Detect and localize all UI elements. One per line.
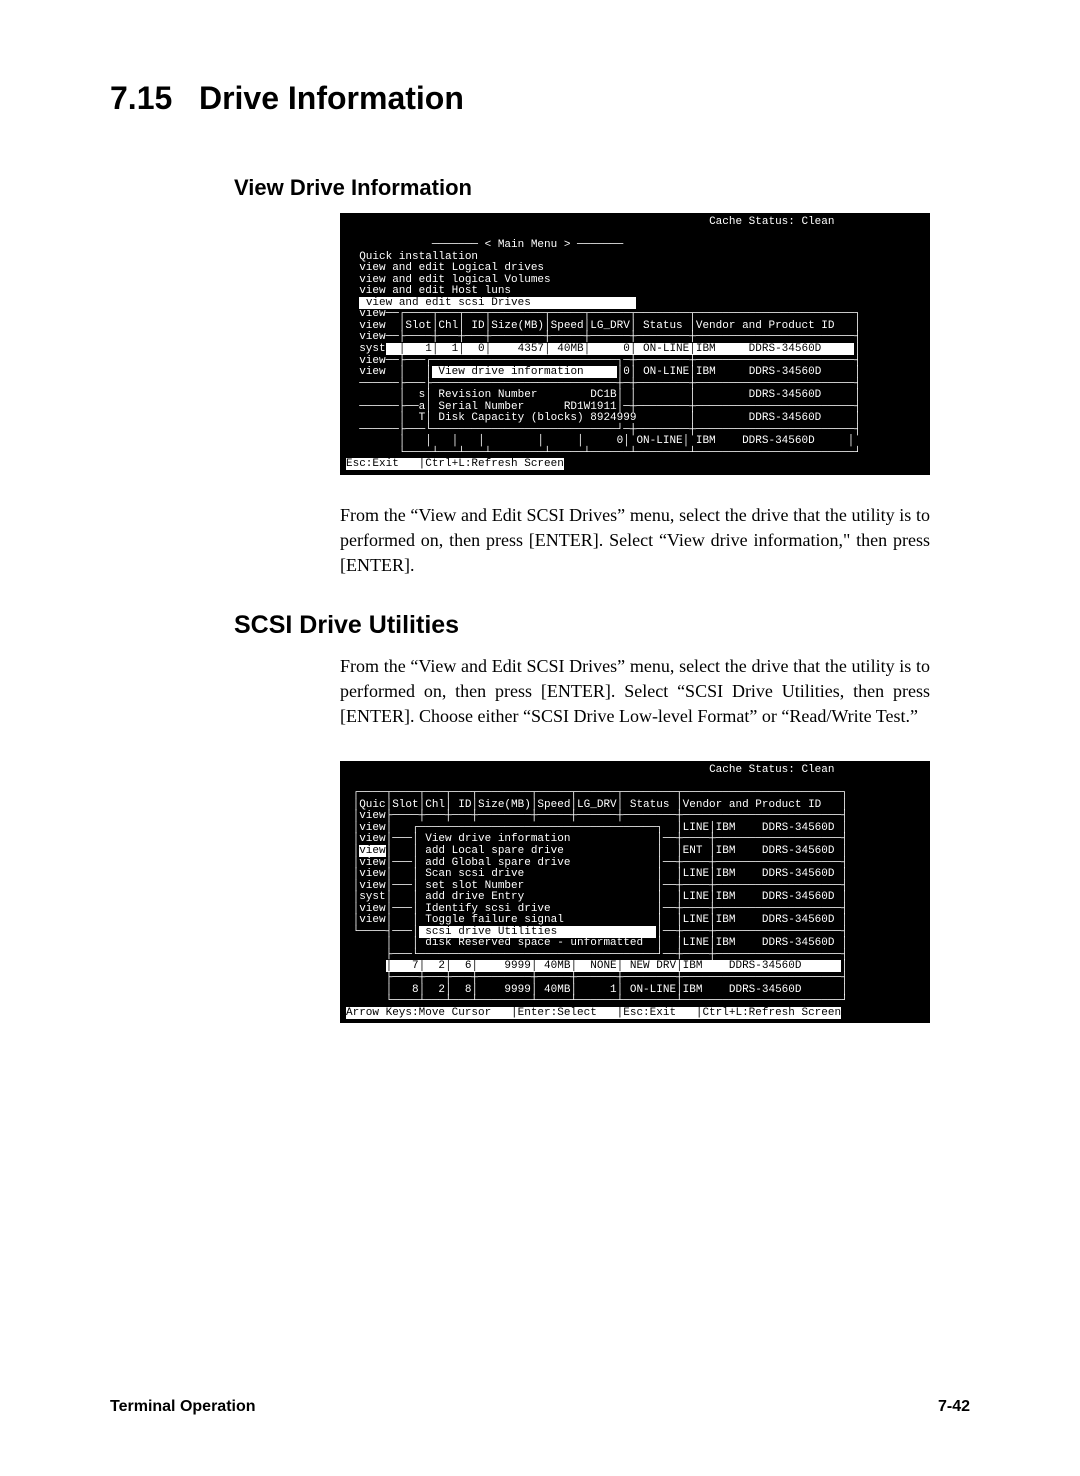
menu-item-selected: view and edit scsi Drives: [359, 297, 636, 309]
subheading-scsi-utilities: SCSI Drive Utilities: [234, 611, 970, 640]
paragraph-2: From the “View and Edit SCSI Drives” men…: [340, 654, 930, 730]
cache-status: Cache Status: Clean: [709, 764, 834, 776]
popup-title: View drive information: [432, 366, 617, 378]
main-menu-label: < Main Menu >: [485, 239, 571, 251]
table-row: │ 7│ 2│ 6│ 9999│ 40MB│ NONE│ NEW DRV│IBM…: [386, 960, 841, 972]
subheading-view-drive-info: View Drive Information: [234, 175, 970, 201]
section-title: Drive Information: [199, 80, 464, 116]
terminal-screenshot-1: Cache Status: Clean ─────── < Main Menu …: [340, 213, 930, 475]
cache-status: Cache Status: Clean: [709, 216, 834, 228]
footer-left: Terminal Operation: [110, 1398, 256, 1416]
footer-hint: Esc:Exit |Ctrl+L:Refresh Screen: [346, 458, 564, 470]
terminal-screenshot-2: Cache Status: Clean ┌────┬────┬───┬───┬─…: [340, 761, 930, 1023]
table-row: │ 1│ 1│ 0│ 4357│ 40MB│ 0│ ON-LINE│IBM DD…: [386, 343, 855, 355]
paragraph-1: From the “View and Edit SCSI Drives” men…: [340, 503, 930, 579]
menu-item: view and edit logical Volumes: [359, 274, 550, 286]
menu-item-selected: scsi drive Utilities: [419, 926, 657, 938]
footer-hint: Arrow Keys:Move Cursor |Enter:Select |Es…: [346, 1007, 841, 1019]
footer-right: 7-42: [938, 1398, 970, 1416]
section-heading: 7.15 Drive Information: [110, 80, 970, 117]
menu-item: view and edit Host luns: [359, 285, 511, 297]
section-number: 7.15: [110, 80, 172, 116]
menu-item: view and edit Logical drives: [359, 262, 544, 274]
page-footer: Terminal Operation 7-42: [110, 1398, 970, 1416]
left-col-selected: view: [359, 845, 385, 857]
menu-item: Quick installation: [359, 251, 478, 263]
